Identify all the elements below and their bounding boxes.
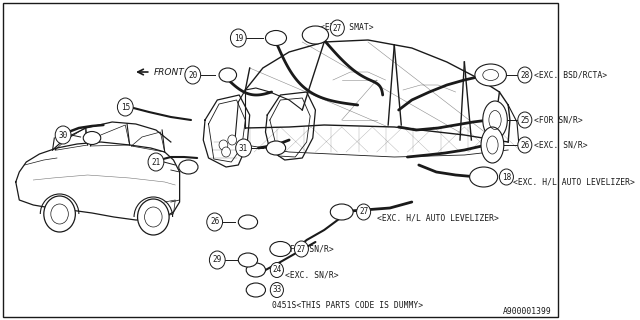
Circle shape	[230, 29, 246, 47]
Circle shape	[219, 140, 228, 150]
Circle shape	[228, 135, 237, 145]
Ellipse shape	[475, 64, 506, 86]
Text: <FOR SN/R>: <FOR SN/R>	[534, 116, 583, 124]
Ellipse shape	[470, 167, 498, 187]
Circle shape	[185, 66, 201, 84]
Circle shape	[330, 20, 344, 36]
Text: 21: 21	[151, 157, 161, 166]
Ellipse shape	[330, 204, 353, 220]
Ellipse shape	[83, 132, 100, 145]
Text: 28: 28	[520, 70, 529, 79]
Circle shape	[236, 139, 252, 157]
Ellipse shape	[270, 242, 291, 257]
Ellipse shape	[481, 127, 504, 163]
Ellipse shape	[179, 160, 198, 174]
Text: 0451S<THIS PARTS CODE IS DUMMY>: 0451S<THIS PARTS CODE IS DUMMY>	[271, 301, 423, 310]
Text: FRONT: FRONT	[154, 68, 184, 76]
Text: 27: 27	[359, 207, 368, 217]
Text: 27: 27	[297, 244, 306, 253]
Text: <EXC. BSD/RCTA>: <EXC. BSD/RCTA>	[534, 70, 607, 79]
Text: 20: 20	[188, 70, 197, 79]
Ellipse shape	[246, 283, 266, 297]
Circle shape	[356, 204, 371, 220]
Text: 19: 19	[234, 34, 243, 43]
Ellipse shape	[302, 26, 328, 44]
Text: <EXC. H/L AUTO LEVELIZER>: <EXC. H/L AUTO LEVELIZER>	[377, 213, 499, 222]
Circle shape	[294, 241, 308, 257]
Text: 25: 25	[520, 116, 529, 124]
Circle shape	[55, 126, 71, 144]
Text: <EXC. H/L AUTO LEVELIZER>: <EXC. H/L AUTO LEVELIZER>	[513, 178, 634, 187]
Ellipse shape	[246, 263, 266, 277]
Text: 15: 15	[121, 102, 130, 111]
Text: 29: 29	[212, 255, 222, 265]
Circle shape	[148, 153, 164, 171]
Circle shape	[44, 196, 76, 232]
Text: <EXC. SN/R>: <EXC. SN/R>	[534, 140, 588, 149]
Ellipse shape	[266, 30, 287, 45]
Text: 24: 24	[272, 266, 282, 275]
Text: 31: 31	[239, 143, 248, 153]
Text: 18: 18	[502, 172, 511, 181]
Circle shape	[138, 199, 169, 235]
Ellipse shape	[238, 253, 257, 267]
Text: 26: 26	[210, 218, 220, 227]
Circle shape	[270, 283, 284, 298]
Ellipse shape	[238, 215, 257, 229]
Circle shape	[117, 98, 133, 116]
Circle shape	[499, 169, 513, 185]
Circle shape	[518, 112, 532, 128]
Text: A900001399: A900001399	[503, 308, 552, 316]
Text: 30: 30	[58, 131, 68, 140]
Text: <EXC. SN/R>: <EXC. SN/R>	[285, 270, 339, 279]
Circle shape	[518, 67, 532, 83]
Text: 26: 26	[520, 140, 529, 149]
Text: 33: 33	[272, 285, 282, 294]
Ellipse shape	[219, 68, 237, 82]
Text: <FOR SN/R>: <FOR SN/R>	[285, 244, 333, 253]
Text: <EXC. SMAT>: <EXC. SMAT>	[320, 22, 373, 31]
Circle shape	[270, 262, 284, 277]
Circle shape	[209, 251, 225, 269]
Ellipse shape	[483, 101, 508, 139]
Circle shape	[207, 213, 223, 231]
Circle shape	[518, 137, 532, 153]
Text: 27: 27	[333, 23, 342, 33]
Circle shape	[221, 147, 230, 157]
Ellipse shape	[266, 141, 285, 155]
